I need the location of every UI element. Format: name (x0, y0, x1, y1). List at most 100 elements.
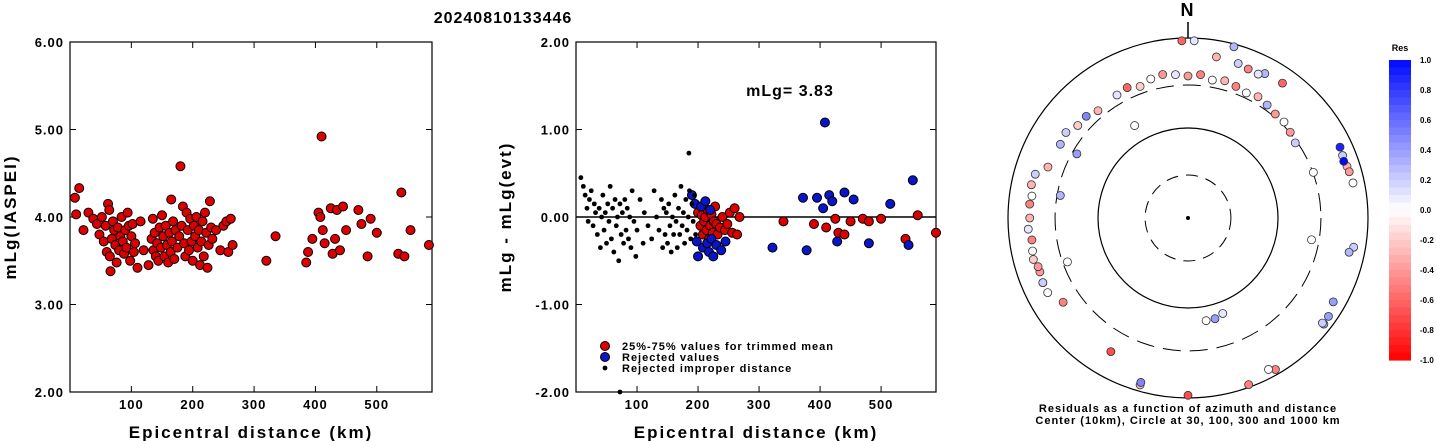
improper-point (618, 232, 624, 237)
residual-point (1270, 109, 1280, 119)
data-point (130, 238, 141, 249)
data-point (100, 220, 111, 231)
x-tick-label: 300 (747, 397, 772, 412)
data-point (202, 262, 213, 273)
residual-point (1285, 127, 1295, 137)
colorbar-tick-label: -0.4 (1420, 266, 1434, 275)
colorbar-cell (1389, 277, 1411, 286)
residual-point (1130, 121, 1140, 130)
improper-point (680, 210, 686, 216)
colorbar-cell (1389, 210, 1411, 219)
polar-caption-1: Residuals as a function of azimuth and d… (1039, 403, 1337, 415)
residual-point (1183, 390, 1193, 400)
residual-point (1025, 213, 1035, 223)
x-tick-label: 400 (303, 397, 328, 412)
residual-point (1220, 76, 1230, 86)
legend-marker (602, 365, 608, 371)
residual-point (1231, 81, 1241, 91)
residual-point (1058, 297, 1068, 307)
colorbar-cell (1389, 240, 1411, 249)
data-point (96, 212, 107, 222)
ring-30km (1144, 174, 1232, 262)
residual-point (1328, 297, 1338, 307)
improper-point (661, 205, 667, 211)
improper-point (608, 236, 614, 242)
y-tick-label: -2.00 (535, 385, 570, 400)
improper-point (622, 197, 628, 202)
residual-point (1171, 70, 1180, 80)
data-point (199, 207, 210, 218)
data-point (157, 210, 168, 221)
x-tick-label: 100 (625, 397, 650, 412)
colorbar-cell (1389, 135, 1411, 144)
rejected-point (863, 238, 874, 249)
residual-point (1244, 380, 1254, 390)
data-point (399, 251, 410, 262)
legend-label: Rejected values (622, 352, 720, 364)
residual-point (1030, 169, 1040, 179)
data-point (316, 131, 327, 142)
improper-point (601, 227, 607, 233)
mlg-annotation: mLg= 3.83 (746, 83, 834, 100)
improper-point (627, 214, 633, 220)
colorbar-cell (1389, 262, 1411, 271)
improper-point (615, 214, 620, 220)
polar-caption-2: Center (10km), Circle at 30, 100, 300 an… (1035, 415, 1340, 427)
residual-point (1201, 316, 1211, 326)
improper-point (621, 240, 626, 246)
improper-point (683, 197, 689, 202)
y-tick-label: 1.00 (541, 123, 570, 138)
data-point (111, 257, 122, 268)
residual-point (1106, 347, 1116, 357)
data-point (315, 212, 326, 222)
data-point (405, 225, 416, 236)
residual-point (1061, 128, 1071, 137)
colorbar-cell (1389, 187, 1411, 196)
residual-point (1183, 71, 1193, 81)
rejected-point (705, 205, 716, 215)
data-point (270, 231, 281, 242)
x-tick-label: 500 (364, 397, 389, 412)
improper-point (645, 223, 651, 229)
rejected-point (812, 192, 823, 203)
data-point (166, 194, 177, 205)
improper-point (654, 214, 659, 220)
residual-point (1218, 309, 1228, 318)
improper-point (619, 210, 625, 216)
improper-point (611, 249, 617, 255)
data-point (211, 225, 222, 236)
x-tick-label: 200 (686, 397, 711, 412)
data-point (198, 251, 209, 262)
improper-point (585, 218, 591, 224)
colorbar-cell (1389, 232, 1411, 241)
accepted-point (830, 213, 841, 224)
residual-point (1038, 278, 1048, 288)
residual-point (1028, 246, 1037, 256)
data-point (353, 205, 364, 215)
accepted-point (845, 216, 856, 227)
improper-point (678, 183, 684, 189)
improper-point (578, 175, 584, 181)
residual-point (1279, 117, 1289, 127)
improper-point (598, 245, 603, 251)
data-point (307, 233, 318, 244)
accepted-point (808, 219, 819, 229)
improper-point (693, 232, 698, 237)
data-point (207, 233, 218, 244)
accepted-point (734, 212, 745, 222)
improper-point (602, 210, 608, 216)
improper-point (633, 253, 639, 259)
residual-point (1229, 42, 1239, 52)
residual-point (1318, 318, 1327, 328)
x-axis-label: Epicentral distance (km) (634, 423, 879, 441)
data-point (319, 238, 330, 249)
data-point (169, 254, 180, 264)
colorbar-cell (1389, 217, 1411, 226)
colorbar-cell (1389, 127, 1411, 136)
data-point (135, 216, 146, 227)
data-point (301, 257, 312, 268)
residual-point (1324, 311, 1333, 321)
residual-point (1243, 64, 1253, 74)
x-tick-label: 400 (808, 397, 833, 412)
x-tick-label: 100 (119, 397, 144, 412)
